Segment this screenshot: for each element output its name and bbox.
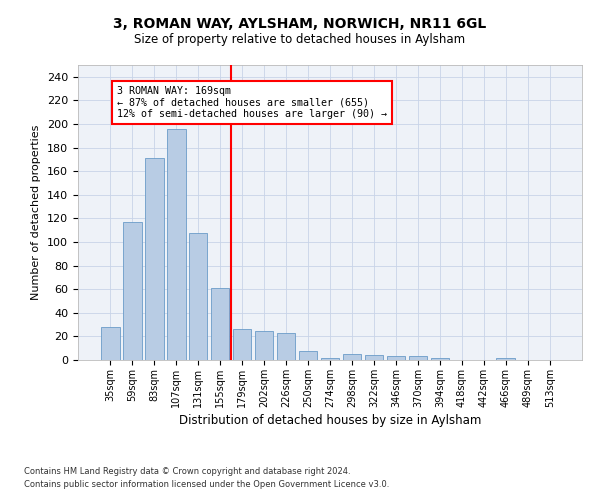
- Text: Size of property relative to detached houses in Aylsham: Size of property relative to detached ho…: [134, 32, 466, 46]
- Bar: [431, 358, 449, 360]
- Bar: [343, 354, 361, 360]
- Text: Contains public sector information licensed under the Open Government Licence v3: Contains public sector information licen…: [24, 480, 389, 489]
- Bar: [277, 333, 295, 360]
- Bar: [101, 327, 119, 360]
- Bar: [211, 288, 229, 360]
- Bar: [365, 356, 383, 360]
- Bar: [189, 232, 208, 360]
- X-axis label: Distribution of detached houses by size in Aylsham: Distribution of detached houses by size …: [179, 414, 481, 427]
- Bar: [409, 356, 427, 360]
- Text: 3, ROMAN WAY, AYLSHAM, NORWICH, NR11 6GL: 3, ROMAN WAY, AYLSHAM, NORWICH, NR11 6GL: [113, 18, 487, 32]
- Bar: [496, 358, 515, 360]
- Bar: [233, 330, 251, 360]
- Bar: [320, 358, 340, 360]
- Text: 3 ROMAN WAY: 169sqm
← 87% of detached houses are smaller (655)
12% of semi-detac: 3 ROMAN WAY: 169sqm ← 87% of detached ho…: [117, 86, 387, 120]
- Bar: [167, 128, 185, 360]
- Bar: [299, 350, 317, 360]
- Bar: [145, 158, 164, 360]
- Bar: [386, 356, 405, 360]
- Bar: [123, 222, 142, 360]
- Y-axis label: Number of detached properties: Number of detached properties: [31, 125, 41, 300]
- Text: Contains HM Land Registry data © Crown copyright and database right 2024.: Contains HM Land Registry data © Crown c…: [24, 467, 350, 476]
- Bar: [255, 330, 274, 360]
